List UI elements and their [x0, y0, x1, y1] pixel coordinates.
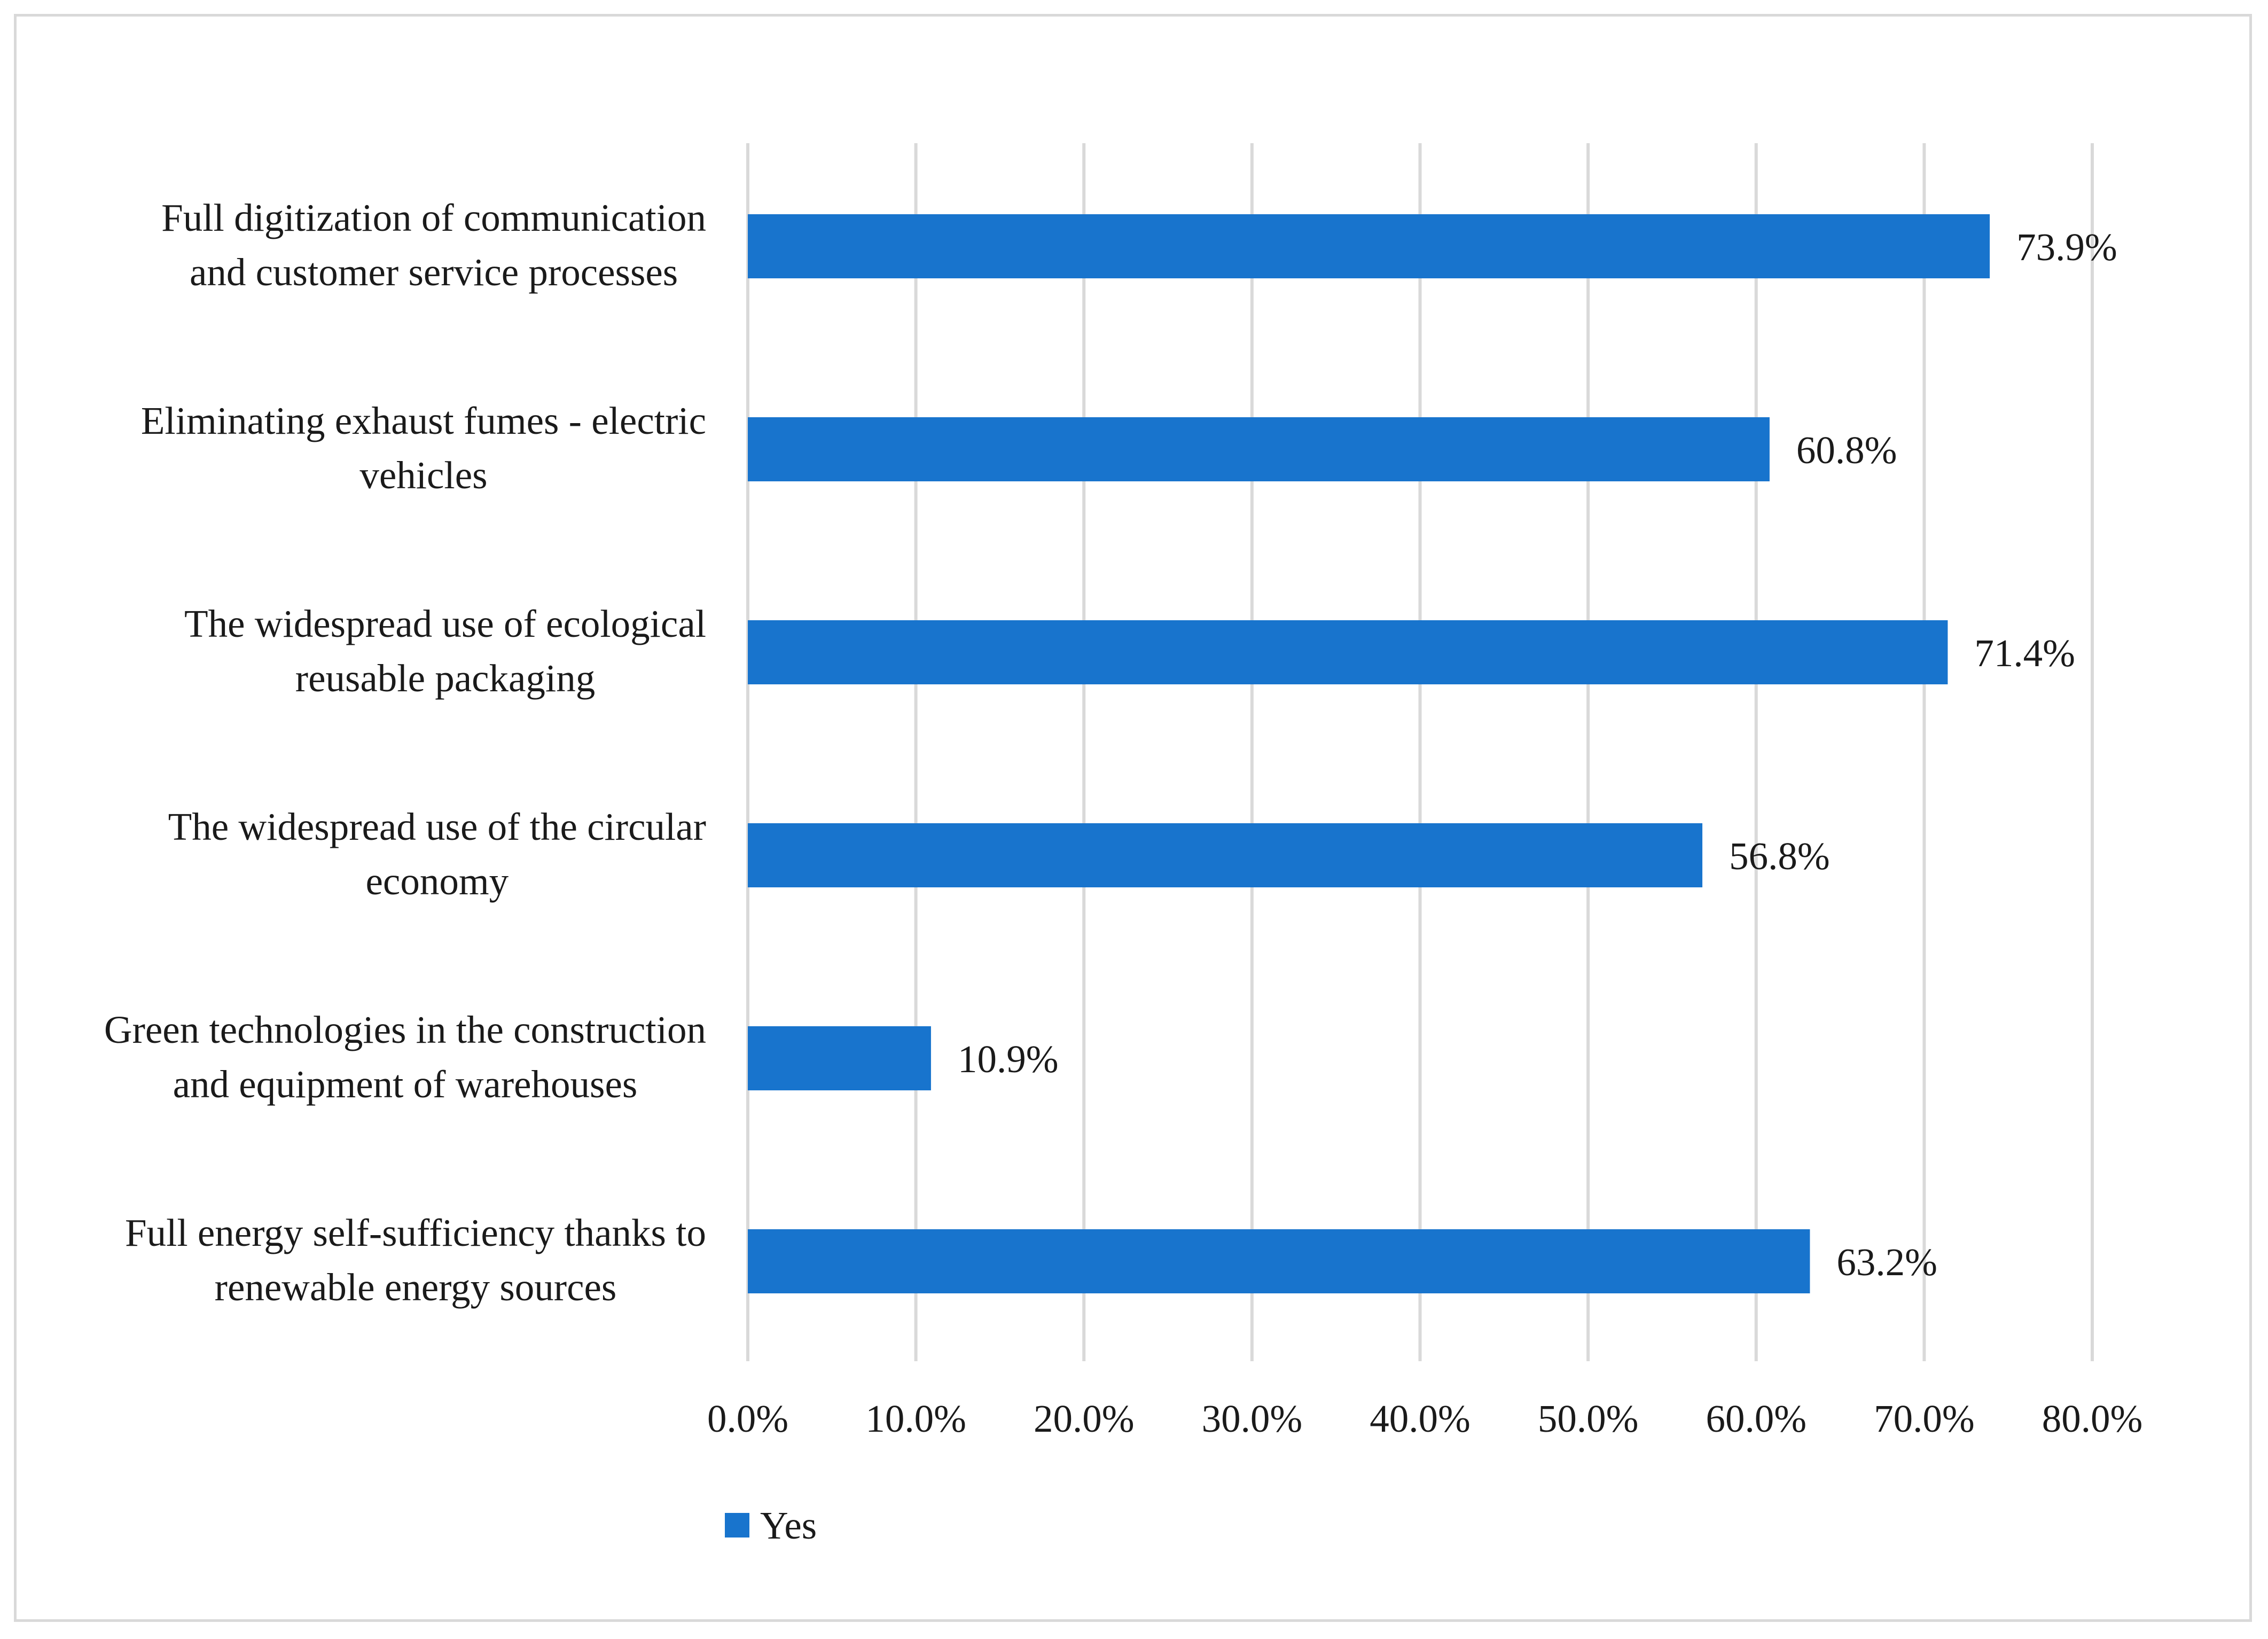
- legend: Yes: [725, 1504, 817, 1547]
- legend-swatch-yes: [725, 1513, 749, 1537]
- x-tick-label-8: 80.0%: [2042, 1397, 2143, 1440]
- chart-frame: [14, 14, 2252, 1622]
- x-tick-label-0: 0.0%: [707, 1397, 788, 1440]
- category-label-0-line-1: and customer service processes: [190, 251, 678, 294]
- value-label-2: 71.4%: [1974, 631, 2075, 675]
- bar-5: [748, 1229, 1810, 1293]
- category-label-1-line-0: Eliminating exhaust fumes - electric: [141, 399, 706, 442]
- legend-label-yes: Yes: [760, 1504, 817, 1547]
- x-tick-label-1: 10.0%: [865, 1397, 966, 1440]
- gridlines: [746, 143, 2094, 1361]
- bar-2: [748, 620, 1948, 684]
- value-label-1: 60.8%: [1796, 428, 1897, 472]
- bar-1: [748, 417, 1770, 481]
- bar-0: [748, 214, 1990, 278]
- x-tick-label-7: 70.0%: [1874, 1397, 1975, 1440]
- category-label-5-line-1: renewable energy sources: [215, 1266, 617, 1309]
- category-label-4-line-1: and equipment of warehouses: [173, 1063, 638, 1106]
- category-label-0-line-0: Full digitization of communication: [161, 196, 706, 239]
- x-tick-label-6: 60.0%: [1706, 1397, 1806, 1440]
- category-label-2-line-1: reusable packaging: [295, 657, 595, 700]
- x-tick-label-5: 50.0%: [1538, 1397, 1639, 1440]
- x-tick-label-4: 40.0%: [1370, 1397, 1471, 1440]
- labels: 0.0% 10.0% 20.0% 30.0% 40.0% 50.0% 60.0% 70.0% 8…: [104, 196, 2142, 1440]
- bars: [748, 214, 1990, 1293]
- bar-3: [748, 823, 1703, 887]
- value-label-3: 56.8%: [1729, 834, 1830, 878]
- category-label-5-line-0: Full energy self-sufficiency thanks to: [125, 1211, 706, 1254]
- category-label-2-line-0: The widespread use of ecological: [184, 602, 706, 645]
- category-label-1-line-1: vehicles: [359, 454, 487, 497]
- category-label-4-line-0: Green technologies in the construction: [104, 1008, 706, 1051]
- category-label-3-line-1: economy: [366, 860, 509, 903]
- x-tick-label-3: 30.0%: [1202, 1397, 1303, 1440]
- value-label-0: 73.9%: [2016, 225, 2117, 269]
- value-label-4: 10.9%: [958, 1037, 1059, 1081]
- category-label-3-line-0: The widespread use of the circular: [168, 805, 706, 848]
- x-tick-label-2: 20.0%: [1034, 1397, 1135, 1440]
- bar-4: [748, 1026, 931, 1090]
- value-label-5: 63.2%: [1836, 1240, 1937, 1284]
